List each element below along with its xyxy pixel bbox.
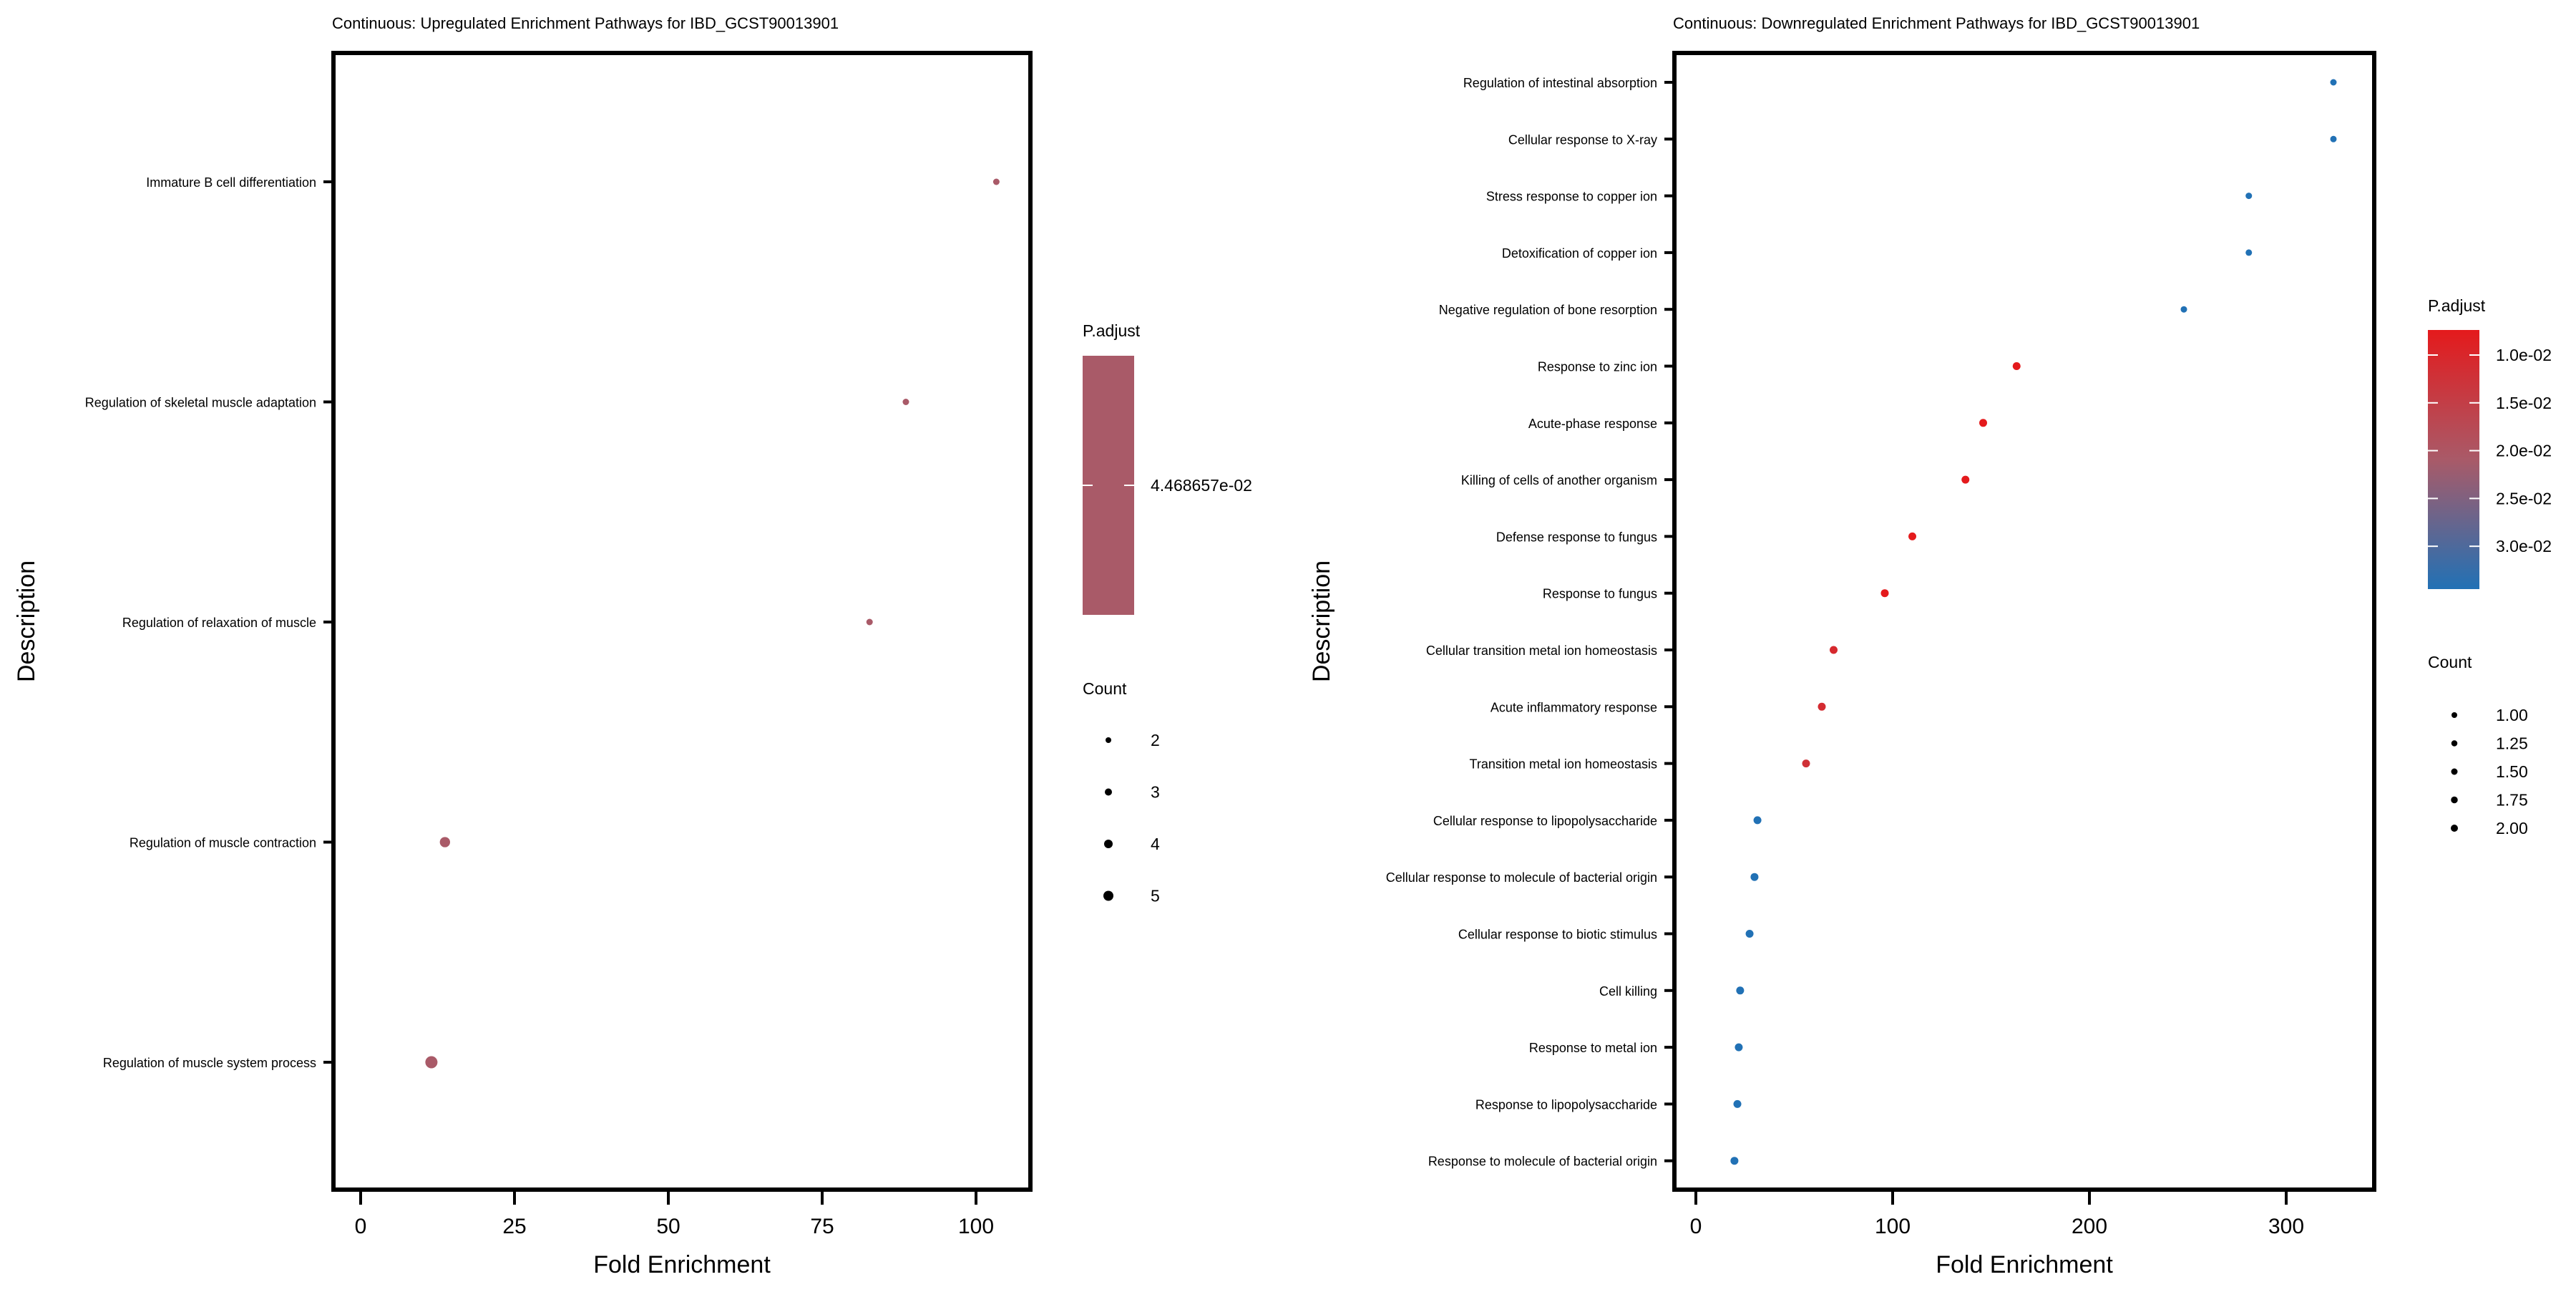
y-axis-category-label: Response to metal ion [1529, 1041, 1657, 1055]
count-legend-label: 5 [1151, 887, 1160, 905]
x-axis-tick-label: 75 [810, 1215, 834, 1238]
y-axis-category-label: Killing of cells of another organism [1461, 473, 1657, 487]
data-point [1733, 1099, 1742, 1108]
y-axis-category-label: Stress response to copper ion [1486, 190, 1657, 204]
y-axis-category-label: Regulation of intestinal absorption [1463, 76, 1657, 90]
y-axis-category-label: Cellular response to X-ray [1508, 132, 1657, 147]
y-axis-category-label: Response to molecule of bacterial origin [1428, 1155, 1657, 1169]
colorbar-label: 3.0e-02 [2496, 537, 2552, 555]
data-point [1745, 930, 1754, 938]
y-axis-category-label: Regulation of relaxation of muscle [122, 616, 316, 630]
x-axis-tick-label: 0 [355, 1215, 367, 1238]
count-legend-label: 3 [1151, 783, 1160, 802]
x-axis-tick-label: 0 [1690, 1215, 1702, 1238]
y-axis-category-label: Cellular response to molecule of bacteri… [1386, 870, 1657, 885]
y-axis-category-label: Cellular response to lipopolysaccharide [1433, 814, 1657, 828]
y-axis-category-label: Cellular transition metal ion homeostasi… [1426, 643, 1657, 658]
count-legend-label: 1.50 [2496, 762, 2528, 781]
data-point [2330, 79, 2337, 86]
y-axis-category-label: Acute inflammatory response [1491, 700, 1657, 714]
y-axis-category-label: Immature B cell differentiation [146, 175, 316, 190]
data-point [902, 399, 909, 405]
y-axis-category-label: Response to zinc ion [1538, 360, 1657, 374]
count-legend-dot [2451, 796, 2458, 804]
right-x-axis-label: Fold Enrichment [1936, 1251, 2113, 1278]
count-legend-dot [2451, 768, 2458, 775]
data-point [2245, 193, 2253, 200]
count-legend-dot [1104, 840, 1113, 848]
count-legend-label: 1.25 [2496, 734, 2528, 753]
data-point [1736, 986, 1745, 995]
left-chart-title: Continuous: Upregulated Enrichment Pathw… [332, 14, 839, 32]
data-point [1961, 475, 1970, 484]
data-point [2012, 362, 2021, 370]
data-point [1830, 646, 1838, 654]
x-axis-tick-label: 200 [2072, 1215, 2107, 1238]
right-y-axis-label: Description [1308, 560, 1335, 682]
right-panel-border [1672, 51, 2376, 1192]
x-axis-tick-label: 100 [1875, 1215, 1911, 1238]
right-padj-colorbar [2428, 330, 2479, 589]
count-legend-dot [1106, 737, 1111, 743]
count-legend-dot [1103, 890, 1113, 901]
count-legend-label: 1.00 [2496, 706, 2528, 724]
y-axis-category-label: Response to fungus [1543, 587, 1657, 601]
colorbar-label: 2.0e-02 [2496, 442, 2552, 460]
left-y-axis-label: Description [13, 560, 40, 682]
data-point [866, 618, 873, 626]
left-padj-legend-label: 4.468657e-02 [1151, 476, 1252, 495]
data-point [439, 837, 450, 847]
count-legend-dot [2451, 712, 2457, 718]
y-axis-category-label: Regulation of muscle system process [103, 1056, 316, 1070]
y-axis-category-label: Cell killing [1599, 984, 1657, 999]
y-axis-category-label: Defense response to fungus [1496, 530, 1657, 544]
x-axis-tick-label: 100 [958, 1215, 994, 1238]
count-legend-dot [2451, 825, 2458, 832]
data-point [1753, 816, 1762, 825]
data-point [1908, 532, 1916, 540]
right-padj-legend-title: P.adjust [2428, 296, 2486, 315]
data-point [1802, 759, 1810, 768]
data-point [2330, 135, 2337, 142]
y-axis-category-label: Response to lipopolysaccharide [1475, 1097, 1657, 1112]
count-legend-label: 2 [1151, 731, 1160, 749]
left-panel-border [331, 51, 1033, 1192]
colorbar-label: 1.5e-02 [2496, 394, 2552, 412]
y-axis-category-label: Acute-phase response [1528, 417, 1657, 431]
x-axis-tick-label: 50 [656, 1215, 680, 1238]
y-axis-category-label: Regulation of skeletal muscle adaptation [85, 396, 316, 410]
left-count-legend-title: Count [1083, 679, 1127, 698]
data-point [1880, 589, 1889, 598]
right-count-legend-title: Count [2428, 653, 2472, 671]
data-point [1730, 1157, 1739, 1165]
y-axis-category-label: Cellular response to biotic stimulus [1458, 928, 1657, 942]
count-legend-label: 2.00 [2496, 819, 2528, 837]
data-point [1818, 702, 1826, 711]
y-axis-category-label: Transition metal ion homeostasis [1470, 757, 1657, 772]
data-point [1979, 419, 1987, 427]
count-legend-dot [1105, 788, 1112, 796]
right-chart-title: Continuous: Downregulated Enrichment Pat… [1673, 14, 2200, 32]
count-legend-dot [2451, 740, 2458, 747]
count-legend-label: 4 [1151, 835, 1160, 853]
x-axis-tick-label: 25 [502, 1215, 526, 1238]
data-point [425, 1056, 438, 1069]
y-axis-category-label: Negative regulation of bone resorption [1439, 303, 1657, 317]
colorbar-label: 2.5e-02 [2496, 489, 2552, 507]
count-legend-label: 1.75 [2496, 791, 2528, 810]
data-point [1750, 873, 1759, 881]
colorbar-label: 1.0e-02 [2496, 346, 2552, 364]
left-padj-legend-title: P.adjust [1083, 321, 1141, 340]
y-axis-category-label: Regulation of muscle contraction [130, 836, 316, 850]
y-axis-category-label: Detoxification of copper ion [1502, 246, 1657, 261]
data-point [2245, 249, 2253, 256]
data-point [2180, 306, 2187, 313]
x-axis-tick-label: 300 [2268, 1215, 2304, 1238]
data-point [1735, 1043, 1743, 1051]
data-point [992, 178, 1000, 185]
left-x-axis-label: Fold Enrichment [593, 1251, 771, 1278]
